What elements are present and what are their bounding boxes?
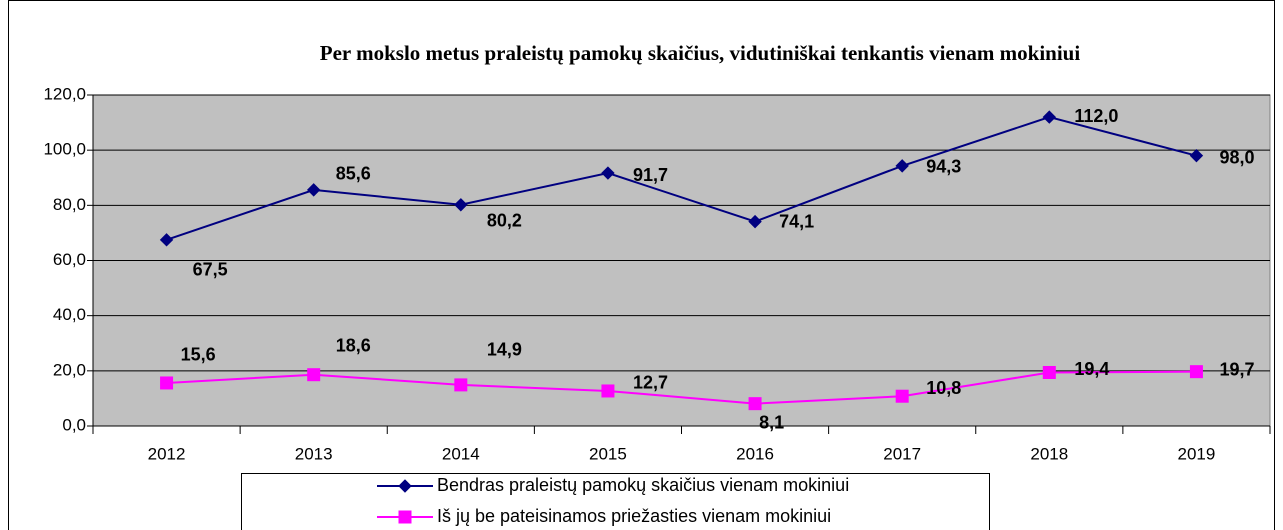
data-label: 18,6: [336, 335, 371, 355]
data-label: 8,1: [759, 412, 784, 432]
data-label: 67,5: [193, 260, 228, 280]
data-label: 85,6: [336, 164, 371, 184]
data-point: [895, 159, 909, 173]
y-tick-label: 100,0: [43, 140, 86, 159]
data-label: 94,3: [926, 157, 961, 177]
data-point: [748, 214, 762, 229]
x-tick-label: 2012: [148, 444, 186, 463]
data-label: 112,0: [1074, 106, 1118, 126]
data-label: 12,7: [633, 373, 668, 393]
data-point: [1042, 110, 1057, 124]
chart-title: Per mokslo metus praleistų pamokų skaiči…: [320, 41, 1081, 65]
x-tick-label: 2017: [883, 444, 921, 463]
x-tick-label: 2016: [736, 444, 774, 463]
data-point: [454, 378, 468, 392]
x-tick-label: 2013: [295, 444, 333, 463]
y-tick-label: 0,0: [62, 415, 86, 434]
y-tick-label: 20,0: [53, 360, 86, 379]
data-point: [160, 376, 174, 390]
y-tick-label: 40,0: [53, 305, 86, 324]
series-line: [166, 116, 1197, 241]
data-point: [601, 384, 615, 398]
data-point: [1042, 365, 1056, 379]
data-point: [306, 183, 321, 197]
legend-label: Iš jų be pateisinamos priežasties vienam…: [437, 506, 831, 526]
data-label: 80,2: [487, 211, 522, 231]
data-label: 10,8: [926, 378, 961, 398]
data-label: 98,0: [1219, 147, 1254, 167]
legend-label: Bendras praleistų pamokų skaičius vienam…: [437, 475, 849, 495]
x-tick-label: 2018: [1030, 444, 1068, 463]
series-line: [166, 370, 1197, 405]
data-point: [601, 166, 615, 180]
data-label: 91,7: [633, 165, 668, 185]
legend: [241, 473, 990, 530]
data-label: 14,9: [487, 340, 522, 360]
data-point: [1189, 365, 1203, 379]
y-tick-label: 80,0: [53, 195, 86, 214]
data-point: [895, 389, 909, 403]
x-tick-label: 2019: [1178, 444, 1216, 463]
data-point: [454, 198, 468, 212]
data-label: 74,1: [779, 211, 814, 231]
y-tick-label: 60,0: [53, 250, 86, 269]
x-tick-label: 2014: [442, 444, 480, 463]
legend-marker: [398, 510, 412, 524]
data-point: [1189, 148, 1204, 163]
y-tick-label: 120,0: [43, 84, 86, 103]
data-label: 19,7: [1219, 359, 1254, 379]
x-tick-label: 2015: [589, 444, 627, 463]
data-point: [307, 368, 321, 382]
data-label: 19,4: [1074, 359, 1109, 379]
legend-marker: [398, 479, 412, 493]
data-point: [748, 397, 762, 411]
data-label: 15,6: [181, 345, 216, 365]
data-point: [159, 233, 174, 247]
